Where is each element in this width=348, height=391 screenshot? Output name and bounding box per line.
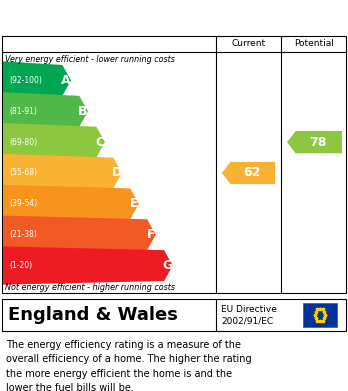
Text: (92-100): (92-100) — [9, 76, 42, 85]
Polygon shape — [3, 154, 122, 192]
Text: (21-38): (21-38) — [9, 230, 37, 239]
Text: Current: Current — [231, 38, 266, 47]
Text: The energy efficiency rating is a measure of the
overall efficiency of a home. T: The energy efficiency rating is a measur… — [6, 340, 252, 391]
Polygon shape — [3, 123, 105, 161]
Text: (81-91): (81-91) — [9, 107, 37, 116]
Text: 78: 78 — [309, 136, 326, 149]
Polygon shape — [3, 246, 173, 285]
Text: E: E — [129, 197, 138, 210]
Text: (55-68): (55-68) — [9, 169, 37, 178]
Text: F: F — [147, 228, 155, 241]
Text: G: G — [163, 259, 173, 272]
Text: England & Wales: England & Wales — [8, 306, 178, 324]
Text: EU Directive
2002/91/EC: EU Directive 2002/91/EC — [221, 305, 277, 325]
Text: Energy Efficiency Rating: Energy Efficiency Rating — [60, 7, 288, 25]
Text: A: A — [61, 74, 71, 87]
Polygon shape — [222, 162, 275, 184]
Polygon shape — [3, 185, 139, 223]
Text: B: B — [78, 105, 88, 118]
Polygon shape — [3, 61, 71, 100]
Polygon shape — [287, 131, 342, 153]
Text: (69-80): (69-80) — [9, 138, 37, 147]
Bar — [2, 299, 346, 331]
Text: D: D — [112, 167, 122, 179]
Polygon shape — [3, 215, 156, 254]
Text: (39-54): (39-54) — [9, 199, 37, 208]
Text: (1-20): (1-20) — [9, 261, 32, 270]
Text: 62: 62 — [243, 167, 260, 179]
Bar — [303, 303, 337, 327]
Text: Not energy efficient - higher running costs: Not energy efficient - higher running co… — [5, 283, 175, 292]
Text: Potential: Potential — [294, 38, 334, 47]
Polygon shape — [3, 92, 88, 131]
Text: C: C — [95, 136, 104, 149]
Text: Very energy efficient - lower running costs: Very energy efficient - lower running co… — [5, 54, 175, 63]
